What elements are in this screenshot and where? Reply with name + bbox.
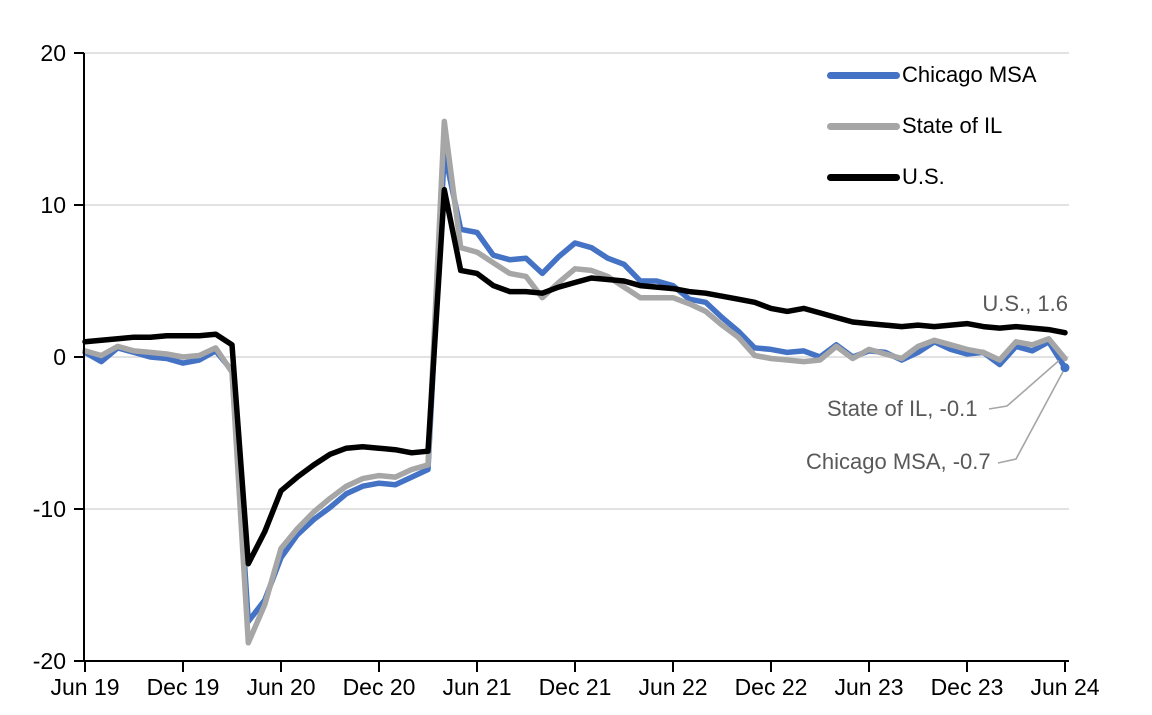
legend-swatch-state-of-il-line [827,122,900,130]
x-tick-label: Dec 19 [147,674,220,700]
y-tick-label: -10 [33,496,66,522]
legend-label-chicago-msa: Chicago MSA [902,62,1037,87]
legend-label-state-of-il: State of IL [902,113,1003,138]
x-tick-label: Dec 21 [539,674,612,700]
data-label-state-of-il: State of IL, -0.1 [827,396,978,421]
x-tick-label: Dec 22 [735,674,808,700]
leader-line-state-of-il [988,359,1060,410]
series-line-u-s[interactable] [82,187,1068,567]
y-tick-label: 0 [53,344,66,370]
series-end-marker-chicago-msa [1060,363,1070,373]
x-tick-label: Jun 21 [442,674,511,700]
x-tick-label: Jun 24 [1030,674,1099,700]
legend-item-state-of-il[interactable]: State of IL [827,114,1037,138]
legend-label-us: U.S. [902,164,945,189]
data-label-chicago-msa: Chicago MSA, -0.7 [806,449,991,474]
series-line-state-of-il[interactable] [82,118,1068,646]
x-tick-label: Jun 22 [638,674,707,700]
data-label-us: U.S., 1.6 [982,291,1068,316]
legend: Chicago MSA State of IL U.S. [827,63,1037,216]
leader-line-chicago-msa [997,371,1064,464]
y-tick-label: 10 [40,192,66,218]
y-tick-label: -20 [33,648,66,674]
legend-swatch-chicago-msa-line [827,71,900,79]
y-tick-label: 20 [40,40,66,66]
x-tick-label: Dec 20 [343,674,416,700]
legend-item-us[interactable]: U.S. [827,165,1037,189]
legend-swatch-us-line [827,173,900,181]
x-tick-label: Dec 23 [931,674,1004,700]
x-tick-label: Jun 19 [50,674,119,700]
x-tick-label: Jun 23 [834,674,903,700]
legend-item-chicago-msa[interactable]: Chicago MSA [827,63,1037,87]
x-tick-label: Jun 20 [246,674,315,700]
